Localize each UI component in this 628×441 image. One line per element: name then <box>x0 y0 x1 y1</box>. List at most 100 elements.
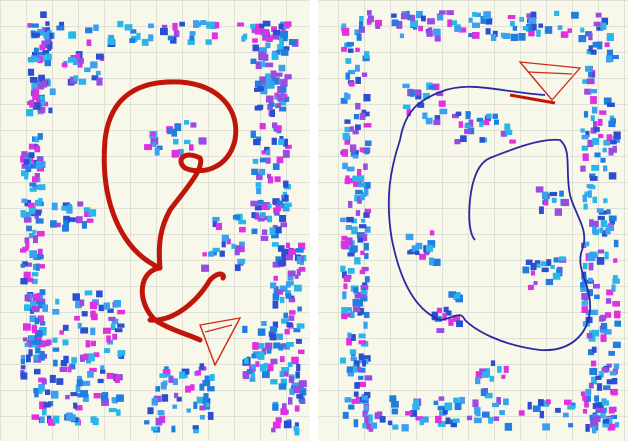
map-point <box>34 391 39 398</box>
map-point <box>534 260 541 267</box>
map-point <box>538 23 544 28</box>
map-point <box>22 337 28 342</box>
map-point <box>345 225 353 230</box>
map-point <box>242 325 248 334</box>
map-point <box>286 322 293 327</box>
map-point <box>480 16 487 24</box>
map-point <box>253 138 261 146</box>
map-point <box>97 378 104 384</box>
map-point <box>363 182 371 189</box>
map-point <box>295 338 302 344</box>
map-point <box>272 421 281 429</box>
map-point <box>30 300 37 306</box>
map-point <box>36 167 45 172</box>
map-point <box>551 197 557 203</box>
map-point <box>363 212 370 218</box>
map-point <box>52 309 60 315</box>
map-point <box>207 412 214 420</box>
map-point <box>93 393 101 399</box>
map-point <box>482 411 490 418</box>
map-point <box>597 215 605 221</box>
map-point <box>256 86 264 92</box>
map-point <box>347 268 355 274</box>
map-point <box>612 301 620 307</box>
map-point <box>530 262 537 271</box>
map-point <box>212 216 220 222</box>
map-point <box>171 128 178 137</box>
map-point <box>346 42 354 47</box>
map-point <box>502 33 511 40</box>
map-point <box>509 139 516 144</box>
map-point <box>407 14 414 21</box>
map-point <box>350 356 358 362</box>
map-point <box>21 170 29 177</box>
map-point <box>352 306 361 313</box>
map-point <box>600 157 606 163</box>
map-point <box>590 420 599 428</box>
map-point <box>592 42 599 48</box>
map-point <box>400 13 409 20</box>
map-point <box>45 389 51 395</box>
map-point <box>283 420 292 429</box>
map-point <box>25 277 34 283</box>
map-point <box>349 349 357 355</box>
map-point <box>32 184 40 190</box>
map-point <box>493 416 500 421</box>
map-point <box>468 17 473 23</box>
map-point <box>580 284 588 292</box>
map-point <box>61 62 68 68</box>
map-point <box>364 355 371 362</box>
map-point <box>611 284 616 292</box>
map-point <box>56 378 64 385</box>
map-point <box>160 382 167 390</box>
map-point <box>78 78 87 85</box>
map-point <box>101 392 109 399</box>
map-point <box>348 404 355 410</box>
map-point <box>266 74 272 83</box>
map-point <box>151 398 158 406</box>
map-point <box>540 261 547 267</box>
map-point <box>341 307 349 314</box>
map-point <box>594 402 603 408</box>
map-point <box>100 369 106 374</box>
map-point <box>272 261 281 268</box>
map-point <box>172 404 178 409</box>
map-point <box>428 27 433 34</box>
map-point <box>37 156 44 165</box>
map-point <box>480 388 487 397</box>
map-point <box>43 32 50 40</box>
map-point <box>392 424 399 430</box>
map-point <box>347 372 355 377</box>
map-point <box>606 379 613 385</box>
map-point <box>584 191 591 197</box>
map-point <box>342 271 347 279</box>
map-point <box>285 254 294 261</box>
map-point <box>585 388 592 396</box>
map-point <box>591 376 597 385</box>
map-point <box>578 35 587 43</box>
map-point <box>93 352 100 358</box>
map-point <box>255 23 262 28</box>
map-point <box>259 364 267 372</box>
map-point <box>284 144 292 149</box>
map-point <box>221 241 226 248</box>
map-point <box>255 136 262 141</box>
camera-frustum <box>199 317 242 367</box>
map-point <box>266 95 274 103</box>
map-point <box>592 226 597 234</box>
map-point <box>405 411 413 416</box>
map-point <box>267 173 272 179</box>
map-point <box>285 242 291 249</box>
map-point <box>35 339 41 345</box>
map-point <box>366 422 371 430</box>
map-point <box>116 394 124 402</box>
map-point <box>23 271 31 280</box>
map-point <box>73 75 79 81</box>
map-point <box>367 15 374 23</box>
map-point <box>88 353 95 362</box>
map-point <box>450 419 457 428</box>
map-point <box>181 368 190 375</box>
map-point <box>176 396 182 402</box>
map-point <box>350 149 356 157</box>
map-point <box>542 423 551 431</box>
